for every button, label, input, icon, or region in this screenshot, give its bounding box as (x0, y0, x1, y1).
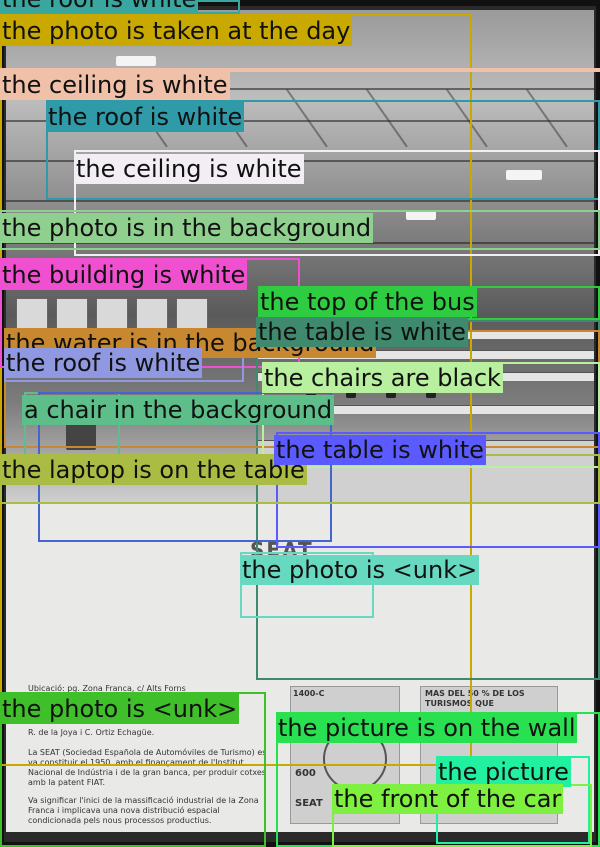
annotation-label: the roof is white (46, 102, 245, 132)
thumb-model: 600 (295, 768, 316, 779)
thumb-brand: SEAT (295, 798, 323, 809)
annotation-label: the picture (436, 757, 571, 787)
annotation-label: the roof is white (4, 348, 203, 378)
poster-credits: R. de la Joya i C. Ortiz Echagüe. (28, 728, 155, 737)
annotation-label: the table is white (256, 317, 468, 347)
annotation-label: a chair in the background (22, 395, 335, 425)
annotation-box (74, 150, 600, 256)
ceiling-light (406, 210, 436, 220)
annotation-label: the chairs are black (262, 363, 503, 393)
annotation-label: the laptop is on the table (0, 455, 307, 485)
annotation-label: the photo is in the background (0, 213, 374, 243)
thumb-caption: 1400-C (293, 689, 325, 698)
annotation-label: the photo is <unk> (240, 555, 480, 585)
roof-truss (6, 242, 594, 244)
annotation-label: the top of the bus (258, 287, 477, 317)
poster-heading: Ubicació: pg. Zona Franca, c/ Alts Forns (28, 684, 186, 693)
annotation-label: the photo is <unk> (0, 694, 240, 724)
roof-truss (6, 120, 594, 122)
annotation-label: the roof is white (0, 0, 199, 14)
annotation-box (240, 552, 374, 618)
ceiling-light (506, 170, 542, 180)
roof-truss (6, 88, 594, 90)
annotation-label: the picture is on the wall (276, 713, 578, 743)
annotation-box (0, 692, 266, 847)
thumb-headline: MAS DEL 50 % DE LOS TURISMOS QUE (425, 689, 525, 708)
poster-paragraph: Va significar l'inici de la massificació… (28, 796, 259, 825)
table-row (256, 405, 594, 414)
annotation-label: the ceiling is white (0, 70, 230, 100)
annotation-label: the photo is taken at the day (0, 16, 353, 46)
table-row (256, 350, 594, 359)
annotation-label: the ceiling is white (74, 154, 304, 184)
annotation-label: the table is white (274, 435, 486, 465)
annotation-label: the front of the car (332, 784, 564, 814)
poster-paragraph: La SEAT (Sociedad Española de Automóvile… (28, 748, 267, 787)
ceiling-light (116, 56, 156, 66)
roof-truss (6, 200, 594, 202)
annotation-label: the building is white (0, 260, 248, 290)
